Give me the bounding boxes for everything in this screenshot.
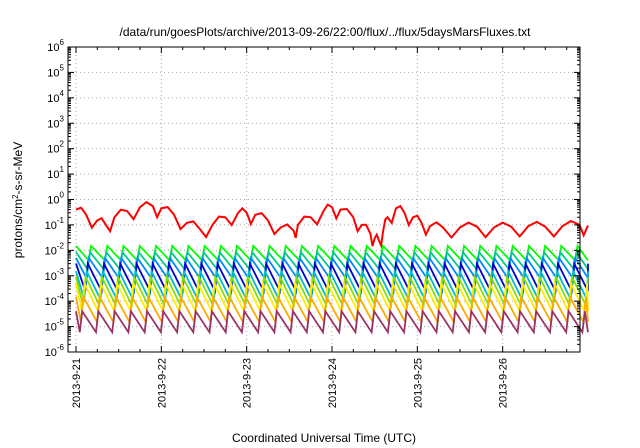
- x-tick-label: 2013-9-24: [327, 358, 339, 408]
- y-tick-label-base: 10: [45, 245, 57, 257]
- chart-title: /data/run/goesPlots/archive/2013-09-26/2…: [120, 25, 532, 39]
- series-line: [75, 280, 589, 315]
- y-tick-label-base: 10: [45, 296, 57, 308]
- y-tick-label-exponent: -1: [57, 216, 65, 225]
- series-line: [75, 200, 589, 250]
- y-tick-label: 101: [47, 165, 64, 181]
- y-tick-label-exponent: 1: [60, 165, 65, 174]
- y-tick-label: 10-3: [45, 267, 65, 283]
- x-tick-label: 2013-9-26: [498, 358, 510, 408]
- y-tick-label: 105: [47, 63, 64, 79]
- x-tick-label: 2013-9-23: [242, 358, 254, 408]
- y-tick-label-base: 10: [47, 93, 59, 105]
- y-tick-label: 103: [47, 114, 64, 130]
- y-tick-label-exponent: 4: [60, 89, 65, 98]
- y-tick-label: 10-6: [45, 343, 65, 359]
- y-axis-label-superscript: 2: [11, 194, 20, 199]
- y-tick-label-base: 10: [47, 118, 59, 130]
- y-tick-label: 104: [47, 89, 64, 105]
- y-tick-label-base: 10: [45, 322, 57, 334]
- y-tick-label-exponent: -5: [57, 318, 65, 327]
- series-line: [75, 308, 589, 335]
- x-tick-label: 2013-9-21: [71, 358, 83, 408]
- y-tick-label-base: 10: [47, 67, 59, 79]
- y-tick-label: 10-2: [45, 241, 65, 257]
- y-tick-label: 10-4: [45, 292, 65, 308]
- grid-lines: [68, 47, 580, 352]
- y-tick-label-base: 10: [47, 169, 59, 181]
- y-tick-label-base: 10: [47, 195, 59, 207]
- y-tick-label: 106: [47, 38, 64, 54]
- x-axis-label: Coordinated Universal Time (UTC): [232, 431, 416, 445]
- y-tick-label-exponent: 6: [60, 38, 65, 47]
- y-tick-label-exponent: -4: [57, 292, 65, 301]
- y-axis: 10-610-510-410-310-210-11001011021031041…: [45, 38, 580, 359]
- y-axis-label: protons/cm2-s-sr-MeV: [11, 142, 26, 258]
- y-tick-label: 102: [47, 140, 64, 156]
- y-tick-label-base: 10: [47, 144, 59, 156]
- y-tick-label: 10-1: [45, 216, 65, 232]
- y-axis-label-suffix: -s-sr-MeV: [11, 142, 25, 195]
- x-axis: 2013-9-21 2013-9-22 2013-9-23 2013-9-24 2013…: [71, 47, 568, 408]
- x-tick-label: 2013-9-22: [156, 358, 168, 408]
- y-axis-label-prefix: protons/cm: [11, 199, 25, 258]
- y-tick-label-exponent: -6: [57, 343, 65, 352]
- y-tick-label-base: 10: [47, 42, 59, 54]
- data-series: [75, 200, 589, 335]
- y-tick-label-exponent: 0: [60, 191, 65, 200]
- y-tick-label-base: 10: [45, 220, 57, 232]
- y-tick-label-exponent: -2: [57, 241, 65, 250]
- y-tick-label-exponent: 5: [60, 63, 65, 72]
- y-tick-label-exponent: -3: [57, 267, 65, 276]
- y-tick-label: 10-5: [45, 318, 65, 334]
- x-tick-label: 2013-9-25: [412, 358, 424, 408]
- series-line: [75, 293, 589, 326]
- y-tick-label-base: 10: [45, 271, 57, 283]
- y-tick-label-exponent: 2: [60, 140, 65, 149]
- y-tick-label: 100: [47, 191, 64, 207]
- y-tick-label-base: 10: [45, 347, 57, 359]
- y-tick-label-exponent: 3: [60, 114, 65, 123]
